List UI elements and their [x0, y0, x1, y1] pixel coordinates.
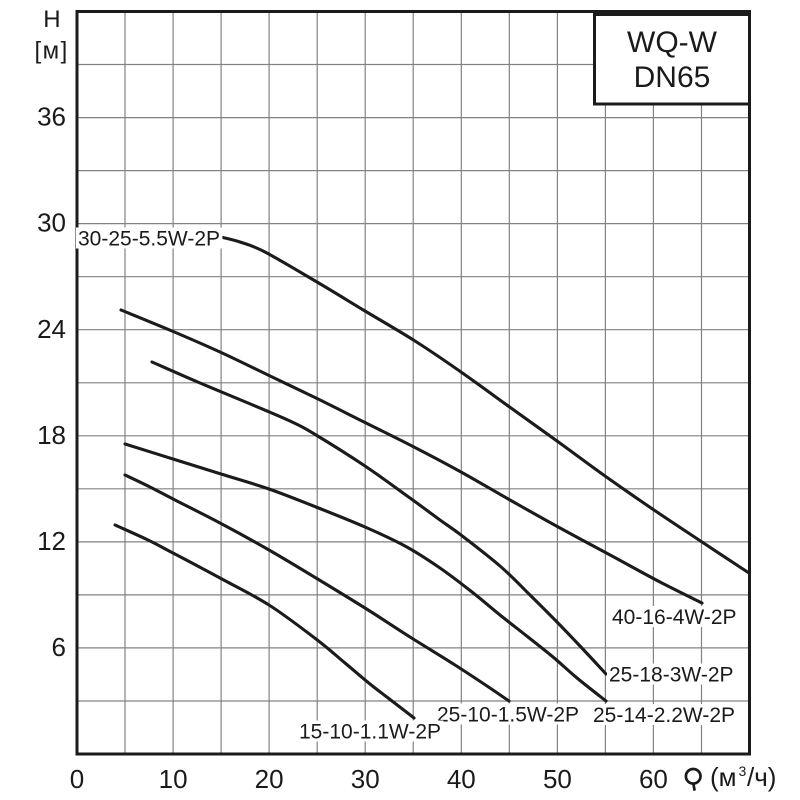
svg-text:12: 12: [37, 526, 66, 556]
svg-text:[м]: [м]: [35, 38, 69, 65]
svg-text:H: H: [43, 6, 60, 33]
svg-text:40: 40: [447, 764, 476, 794]
svg-text:(м: (м: [710, 762, 737, 792]
svg-text:10: 10: [159, 764, 188, 794]
svg-text:30: 30: [37, 208, 66, 238]
svg-text:50: 50: [543, 764, 572, 794]
svg-text:0: 0: [70, 764, 84, 794]
svg-text:DN65: DN65: [634, 61, 711, 94]
svg-text:25-18-3W-2P: 25-18-3W-2P: [609, 664, 734, 687]
svg-text:30-25-5.5W-2P: 30-25-5.5W-2P: [78, 228, 220, 251]
svg-text:40-16-4W-2P: 40-16-4W-2P: [612, 606, 737, 629]
svg-text:36: 36: [37, 102, 66, 132]
svg-text:25-14-2.2W-2P: 25-14-2.2W-2P: [593, 704, 735, 727]
svg-text:24: 24: [37, 314, 66, 344]
svg-text:18: 18: [37, 420, 66, 450]
svg-text:30: 30: [351, 764, 380, 794]
svg-text:60: 60: [639, 764, 668, 794]
svg-text:25-10-1.5W-2P: 25-10-1.5W-2P: [437, 704, 579, 727]
svg-text:20: 20: [255, 764, 284, 794]
svg-text:/ч): /ч): [747, 762, 776, 792]
svg-text:15-10-1.1W-2P: 15-10-1.1W-2P: [299, 721, 441, 744]
svg-text:WQ-W: WQ-W: [627, 26, 718, 59]
svg-text:6: 6: [52, 632, 66, 662]
svg-text:3: 3: [739, 763, 747, 779]
